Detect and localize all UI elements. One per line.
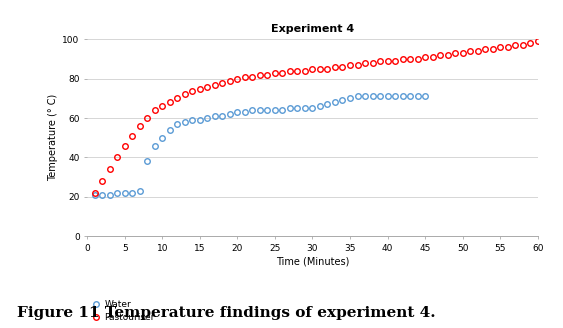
Water bbox=[129, 191, 136, 195]
X-axis label: Time (Minutes): Time (Minutes) bbox=[276, 257, 349, 267]
Pastouriser bbox=[534, 39, 541, 43]
Pastouriser bbox=[167, 100, 173, 104]
Water bbox=[99, 193, 106, 197]
Water bbox=[226, 112, 233, 116]
Water bbox=[181, 120, 188, 124]
Water bbox=[279, 108, 286, 112]
Water bbox=[324, 102, 331, 106]
Water bbox=[174, 122, 181, 126]
Water bbox=[167, 128, 173, 132]
Water bbox=[264, 108, 271, 112]
Water bbox=[257, 108, 263, 112]
Pastouriser bbox=[204, 85, 211, 89]
Pastouriser bbox=[219, 81, 226, 85]
Pastouriser bbox=[242, 75, 248, 79]
Water bbox=[294, 106, 301, 110]
Water bbox=[159, 136, 166, 140]
Water bbox=[414, 94, 421, 98]
Text: Figure 11 Temperature findings of experiment 4.: Figure 11 Temperature findings of experi… bbox=[17, 306, 436, 320]
Pastouriser bbox=[91, 191, 98, 195]
Y-axis label: Temperature (° C): Temperature (° C) bbox=[48, 94, 58, 181]
Water bbox=[106, 193, 113, 197]
Water bbox=[249, 108, 256, 112]
Water bbox=[377, 94, 383, 98]
Pastouriser bbox=[369, 61, 376, 65]
Water bbox=[151, 144, 158, 148]
Water bbox=[392, 94, 399, 98]
Water bbox=[212, 114, 218, 118]
Water bbox=[196, 118, 203, 122]
Water bbox=[271, 108, 278, 112]
Pastouriser bbox=[234, 77, 241, 81]
Water bbox=[234, 110, 241, 114]
Water bbox=[242, 110, 248, 114]
Water bbox=[339, 98, 346, 102]
Water bbox=[91, 193, 98, 197]
Water bbox=[302, 106, 309, 110]
Title: Experiment 4: Experiment 4 bbox=[271, 24, 354, 34]
Water bbox=[406, 94, 413, 98]
Water bbox=[122, 191, 128, 195]
Legend: Water, Pastouriser: Water, Pastouriser bbox=[92, 300, 155, 322]
Water bbox=[287, 106, 293, 110]
Water bbox=[204, 116, 211, 120]
Water bbox=[189, 118, 196, 122]
Water bbox=[114, 191, 120, 195]
Water bbox=[399, 94, 406, 98]
Water bbox=[136, 189, 143, 193]
Water bbox=[347, 96, 354, 100]
Line: Pastouriser: Pastouriser bbox=[92, 39, 540, 195]
Water bbox=[316, 104, 323, 108]
Water bbox=[361, 94, 368, 98]
Water bbox=[332, 100, 338, 104]
Water bbox=[369, 94, 376, 98]
Line: Water: Water bbox=[92, 94, 428, 197]
Water bbox=[384, 94, 391, 98]
Water bbox=[422, 94, 428, 98]
Water bbox=[309, 106, 316, 110]
Water bbox=[354, 94, 361, 98]
Water bbox=[219, 114, 226, 118]
Water bbox=[144, 159, 151, 163]
